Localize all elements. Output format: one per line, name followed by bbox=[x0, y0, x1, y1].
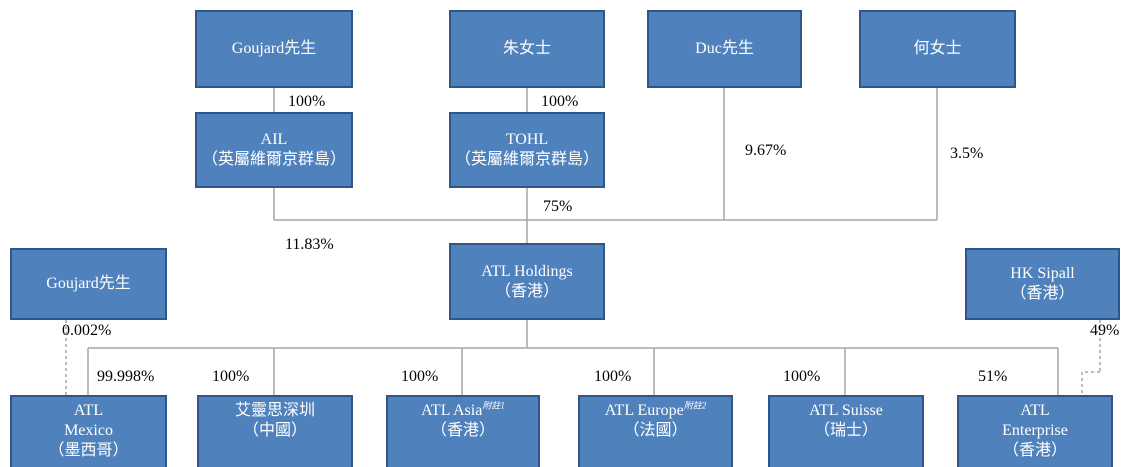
ownership-label: 51% bbox=[978, 368, 1008, 385]
node-text: （香港） bbox=[494, 282, 559, 300]
node-box: Goujard先生 bbox=[195, 10, 353, 88]
node-text: （中國） bbox=[242, 422, 307, 439]
node-text: ATL Asia bbox=[421, 402, 483, 419]
node-box: Duc先生 bbox=[647, 10, 802, 88]
node-text: （香港） bbox=[430, 422, 495, 439]
node-text: 朱女士 bbox=[502, 40, 551, 57]
node-text: Duc先生 bbox=[695, 40, 754, 57]
node-text: ATL Europe bbox=[604, 402, 684, 419]
node-box: ATL Asia附註1 （香港） bbox=[386, 395, 540, 467]
node-text: （香港） bbox=[1002, 442, 1067, 459]
node-box: ATL Mexico （墨西哥） bbox=[10, 395, 167, 467]
node-text: （墨西哥） bbox=[48, 442, 129, 459]
node-box: ATL Europe附註2 （法國） bbox=[578, 395, 733, 467]
node-text: （香港） bbox=[1010, 285, 1075, 302]
node-text: （英屬維爾京群島） bbox=[454, 151, 599, 168]
node-box: 艾靈思深圳 （中國） bbox=[197, 395, 353, 467]
node-text-line: ATL Europe附註2 bbox=[605, 401, 706, 421]
node-text: ATL Suisse bbox=[809, 402, 883, 419]
ownership-label: 100% bbox=[783, 368, 821, 385]
node-text: TOHL bbox=[505, 131, 549, 148]
node-text: HK Sipall bbox=[1010, 265, 1075, 282]
node-text: （英屬維爾京群島） bbox=[201, 151, 346, 168]
ownership-label: 49% bbox=[1090, 322, 1120, 339]
node-text: （法國） bbox=[623, 422, 688, 439]
node-text: （瑞士） bbox=[813, 422, 878, 439]
node-text: ATL Holdings bbox=[481, 262, 573, 280]
node-text: Goujard先生 bbox=[231, 40, 317, 57]
ownership-label: 100% bbox=[212, 368, 250, 385]
node-box: TOHL （英屬維爾京群島） bbox=[449, 112, 605, 188]
node-text: 何女士 bbox=[913, 40, 962, 57]
node-text: ATL bbox=[1020, 402, 1050, 419]
ownership-label: 100% bbox=[594, 368, 632, 385]
node-box: ATL Holdings （香港） bbox=[449, 243, 605, 320]
node-box: HK Sipall （香港） bbox=[965, 248, 1120, 320]
ownership-label: 0.002% bbox=[62, 322, 112, 339]
node-text: Goujard先生 bbox=[46, 275, 131, 292]
footnote-ref: 附註1 bbox=[482, 400, 505, 411]
ownership-label: 99.998% bbox=[97, 368, 155, 385]
ownership-label: 3.5% bbox=[950, 145, 984, 162]
node-text: ATL bbox=[73, 402, 104, 419]
node-text: Mexico bbox=[64, 422, 113, 439]
ownership-label: 100% bbox=[541, 93, 579, 110]
ownership-label: 100% bbox=[288, 93, 326, 110]
ownership-label: 11.83% bbox=[285, 236, 334, 253]
node-box: ATL Suisse （瑞士） bbox=[768, 395, 924, 467]
node-text: 艾靈思深圳 bbox=[234, 402, 315, 419]
node-text: Enterprise bbox=[1002, 422, 1068, 439]
node-box: ATL Enterprise （香港） bbox=[957, 395, 1113, 467]
ownership-label: 75% bbox=[543, 198, 573, 215]
node-text: AIL bbox=[260, 131, 288, 148]
ownership-label: 100% bbox=[401, 368, 439, 385]
ownership-label: 9.67% bbox=[745, 142, 787, 159]
node-text-line: ATL Asia附註1 bbox=[421, 401, 505, 421]
node-box: 何女士 bbox=[859, 10, 1016, 88]
footnote-ref: 附註2 bbox=[683, 400, 707, 411]
node-box: AIL （英屬維爾京群島） bbox=[195, 112, 353, 188]
node-box: Goujard先生 bbox=[10, 248, 167, 320]
node-box: 朱女士 bbox=[449, 10, 605, 88]
